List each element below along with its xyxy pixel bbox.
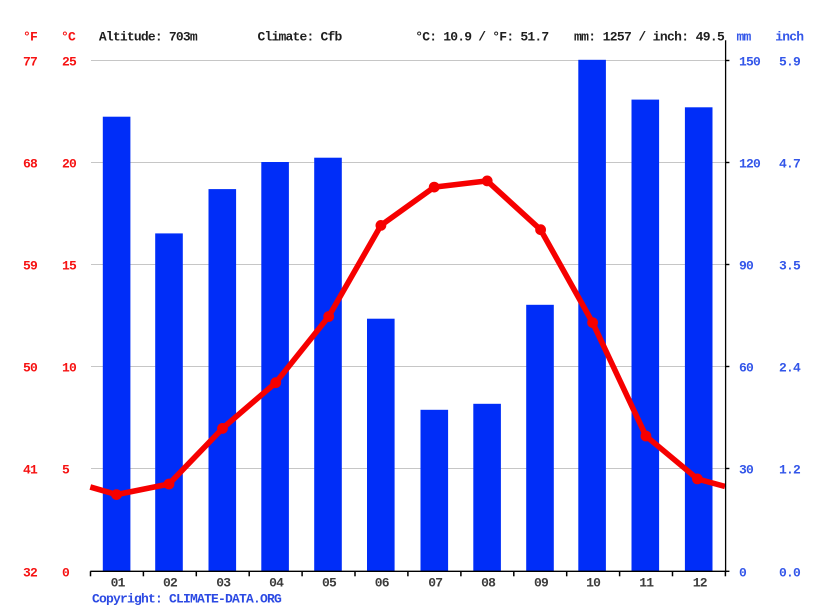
svg-text:15: 15 (62, 259, 77, 274)
svg-text:50: 50 (23, 361, 38, 376)
svg-text:mm: 1257 / inch: 49.5: mm: 1257 / inch: 49.5 (574, 29, 725, 44)
svg-text:02: 02 (163, 575, 178, 590)
svg-text:120: 120 (739, 157, 761, 172)
svg-text:08: 08 (481, 575, 496, 590)
svg-text:03: 03 (216, 575, 231, 590)
svg-text:77: 77 (23, 55, 37, 70)
svg-text:05: 05 (322, 575, 337, 590)
svg-text:68: 68 (23, 157, 38, 172)
svg-text:09: 09 (534, 575, 549, 590)
svg-text:2.4: 2.4 (779, 361, 801, 376)
svg-text:01: 01 (111, 575, 126, 590)
svg-text:10: 10 (586, 575, 601, 590)
svg-text:Altitude: 703m: Altitude: 703m (99, 29, 198, 44)
svg-text:3.5: 3.5 (779, 259, 801, 274)
svg-text:41: 41 (23, 463, 38, 478)
svg-text:10: 10 (62, 361, 77, 376)
svg-text:90: 90 (739, 259, 754, 274)
svg-text:04: 04 (269, 575, 284, 590)
svg-text:150: 150 (739, 55, 761, 70)
svg-text:20: 20 (62, 157, 77, 172)
svg-text:25: 25 (62, 55, 77, 70)
svg-text:Copyright: CLIMATE-DATA.ORG: Copyright: CLIMATE-DATA.ORG (92, 592, 282, 607)
svg-text:mm: mm (737, 29, 752, 44)
svg-text:°C: 10.9 / °F: 51.7: °C: 10.9 / °F: 51.7 (415, 29, 548, 44)
svg-text:12: 12 (693, 575, 708, 590)
svg-text:5.9: 5.9 (779, 55, 801, 70)
svg-text:0: 0 (62, 566, 70, 581)
svg-text:5: 5 (62, 463, 70, 478)
svg-text:inch: inch (775, 29, 804, 44)
svg-text:11: 11 (639, 575, 654, 590)
svg-text:06: 06 (375, 575, 390, 590)
svg-text:0.0: 0.0 (779, 566, 801, 581)
svg-text:30: 30 (739, 463, 754, 478)
svg-text:07: 07 (428, 575, 442, 590)
svg-text:1.2: 1.2 (779, 463, 801, 478)
svg-text:0: 0 (739, 566, 747, 581)
svg-text:°F: °F (23, 29, 38, 44)
svg-text:4.7: 4.7 (779, 157, 800, 172)
svg-text:32: 32 (23, 566, 38, 581)
svg-text:60: 60 (739, 361, 754, 376)
svg-text:59: 59 (23, 259, 38, 274)
svg-text:°C: °C (61, 29, 76, 44)
svg-text:Climate: Cfb: Climate: Cfb (258, 29, 343, 44)
